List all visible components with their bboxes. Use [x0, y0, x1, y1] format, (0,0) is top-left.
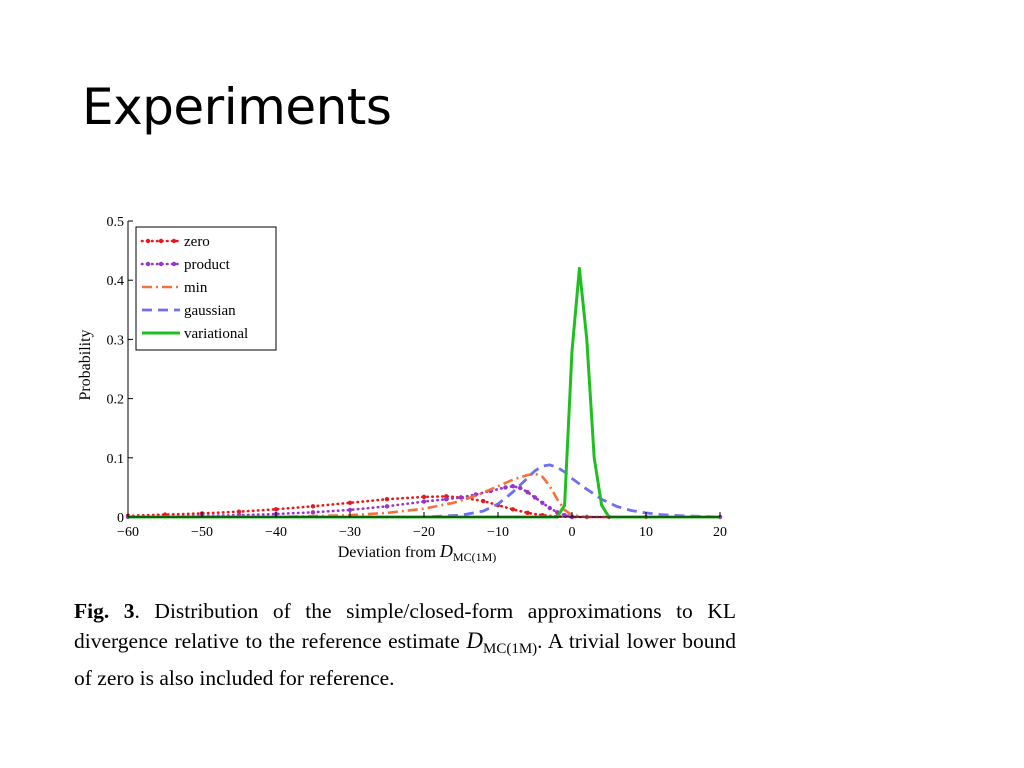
legend-marker-zero — [171, 238, 177, 244]
series-point-product — [525, 489, 530, 495]
y-axis-label: Probability — [77, 329, 94, 400]
series-point-zero — [273, 507, 279, 512]
y-tick-label: 0.4 — [107, 274, 125, 289]
x-tick-label: 20 — [713, 525, 727, 540]
series-point-product — [347, 507, 353, 513]
series-point-product — [510, 484, 515, 489]
figure-caption: Fig. 3. Distribution of the simple/close… — [74, 597, 736, 693]
legend-label-variational: variational — [184, 326, 248, 342]
y-tick-label: 0.3 — [107, 333, 125, 348]
series-point-product — [562, 513, 567, 518]
x-axis-label: Deviation from DMC(1M) — [338, 541, 497, 564]
series-point-product — [547, 505, 552, 511]
series-line-variational — [128, 266, 720, 519]
series-point-product — [540, 500, 545, 505]
x-tick-label: −20 — [413, 525, 435, 540]
legend-marker-product — [158, 261, 164, 267]
ticks: −60 −50 −40 −30 −20 −10 0 10 20 0 0.1 0.2 0.3 0.4 0.5 — [107, 215, 728, 540]
series-point-product — [518, 485, 523, 491]
y-tick-label: 0.5 — [107, 215, 125, 230]
x-tick-label: 10 — [639, 525, 653, 540]
series-point-zero — [310, 504, 316, 509]
x-tick-label: −30 — [339, 525, 361, 540]
legend-label-gaussian: gaussian — [184, 303, 236, 319]
legend-marker-zero — [145, 238, 151, 244]
series-point-product — [458, 495, 464, 500]
series-point-zero — [347, 500, 353, 505]
series-point-zero — [525, 510, 530, 516]
legend-label-min: min — [184, 280, 208, 296]
series-point-product — [444, 497, 449, 502]
series-point-product — [503, 485, 508, 490]
y-tick-label: 0 — [117, 511, 124, 526]
series-point-product — [421, 499, 427, 504]
x-tick-label: −50 — [191, 525, 213, 540]
legend: zero product min gaussian variational — [135, 226, 277, 351]
x-axis-label-symbol: D — [439, 541, 453, 561]
legend-label-product: product — [184, 257, 231, 273]
y-tick-label: 0.2 — [107, 393, 125, 408]
caption-fig-label: Fig. 3 — [74, 599, 135, 623]
caption-text-after: . A trivial lower bound of zero is also … — [74, 629, 737, 690]
series-line-gaussian — [128, 463, 721, 519]
x-tick-label: 0 — [569, 525, 576, 540]
legend-marker-product — [145, 261, 151, 267]
legend-marker-product — [171, 261, 177, 267]
series-line-min — [128, 472, 720, 519]
series-point-product — [384, 504, 390, 509]
series-point-product — [532, 495, 538, 500]
x-tick-label: −60 — [117, 525, 139, 540]
series-point-zero — [236, 509, 242, 514]
legend-marker-zero — [158, 238, 164, 244]
caption-subscript: MC(1M) — [482, 641, 538, 657]
legend-label-zero: zero — [184, 234, 210, 250]
x-tick-label: −40 — [265, 525, 287, 540]
series-point-product — [310, 510, 316, 515]
series-point-zero — [510, 507, 515, 512]
figure: −60 −50 −40 −30 −20 −10 0 10 20 0 0.1 0.2 0.3 0.4 0.5 … — [60, 205, 760, 575]
series-point-zero — [384, 497, 390, 502]
series-point-zero — [421, 494, 427, 500]
x-axis-label-prefix: Deviation from — [338, 544, 440, 561]
x-axis-label-subscript: MC(1M) — [453, 550, 496, 564]
series-point-zero — [481, 498, 486, 504]
legend-box — [135, 226, 277, 351]
caption-symbol: D — [466, 628, 483, 653]
chart: −60 −50 −40 −30 −20 −10 0 10 2000.10.20.30.40.5 … — [77, 215, 728, 564]
caption-text-before: . Distribution of the simple/closed-form… — [74, 599, 736, 653]
x-tick-label: −10 — [487, 525, 509, 540]
slide-title: Experiments — [82, 78, 392, 136]
y-tick-label: 0.1 — [107, 452, 125, 467]
